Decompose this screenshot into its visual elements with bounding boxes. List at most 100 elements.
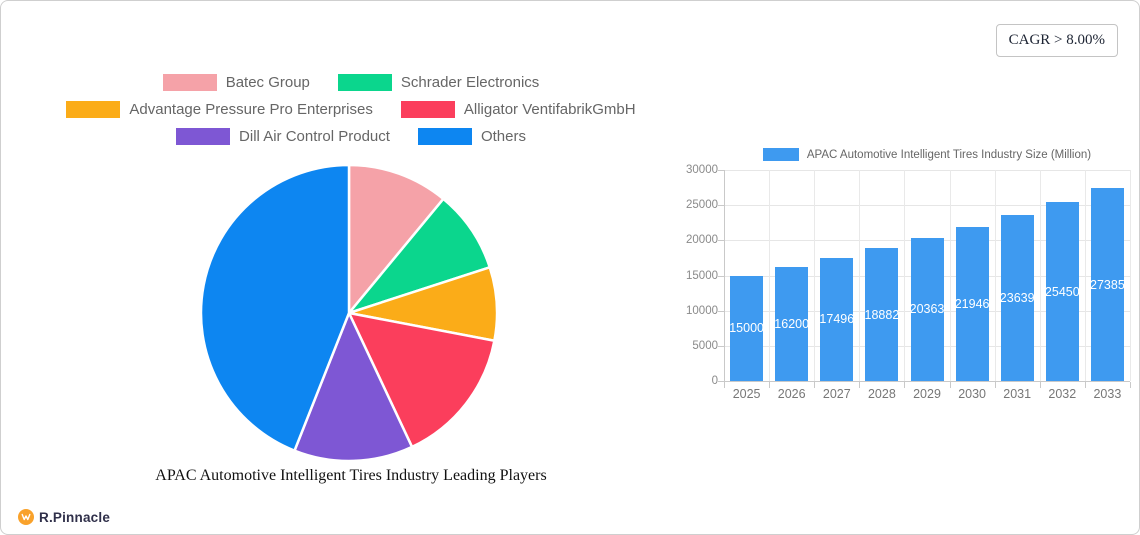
x-tick-label: 2031 bbox=[1003, 387, 1032, 401]
pie-slice-schrader-electronics[interactable] bbox=[347, 197, 492, 315]
y-tick-label: 20000 bbox=[686, 234, 718, 247]
pie-chart-title: APAC Automotive Intelligent Tires Indust… bbox=[155, 467, 547, 484]
cagr-badge: CAGR > 8.00% bbox=[995, 24, 1118, 57]
legend-swatch bbox=[66, 101, 121, 118]
bar-2031[interactable]: 23639 bbox=[999, 214, 1035, 381]
bar-2027[interactable]: 17496 bbox=[819, 257, 855, 381]
x-tick-label: 2030 bbox=[958, 387, 986, 401]
bar-2029[interactable]: 20363 bbox=[910, 237, 944, 381]
bar-2028[interactable]: 18882 bbox=[864, 248, 900, 381]
y-tick-mark bbox=[718, 345, 724, 347]
x-tick-mark bbox=[1130, 382, 1131, 388]
bar-value-label: 21946 bbox=[954, 296, 990, 311]
x-tick-mark bbox=[814, 382, 816, 388]
v-gridline bbox=[1039, 170, 1041, 381]
pie-legend-item-alligator-ventifabrikgmbh[interactable]: Alligator VentifabrikGmbH bbox=[400, 101, 636, 118]
x-tick-mark bbox=[994, 382, 996, 388]
y-tick-mark bbox=[718, 240, 724, 242]
y-tick-mark bbox=[718, 310, 724, 312]
pie-legend-item-schrader-electronics[interactable]: Schrader Electronics bbox=[337, 74, 540, 91]
v-gridline bbox=[814, 170, 816, 381]
pie-slice-alligator-ventifabrikgmbh[interactable] bbox=[347, 311, 496, 449]
legend-swatch bbox=[176, 128, 231, 145]
legend-label: Dill Air Control Product bbox=[239, 128, 390, 145]
x-tick-mark bbox=[904, 382, 906, 388]
y-tick-mark bbox=[718, 381, 724, 382]
x-tick-mark bbox=[769, 382, 771, 388]
y-axis-line bbox=[724, 170, 725, 382]
v-gridline bbox=[769, 170, 771, 381]
x-tick-mark bbox=[949, 382, 951, 388]
legend-label: Batec Group bbox=[225, 74, 310, 91]
x-tick-mark bbox=[1039, 382, 1041, 388]
x-tick-label: 2027 bbox=[822, 387, 851, 401]
y-tick-label: 30000 bbox=[686, 164, 718, 176]
bar-2030[interactable]: 21946 bbox=[954, 226, 990, 381]
bar-value-label: 18882 bbox=[864, 307, 900, 322]
pie-slice-batec-group[interactable] bbox=[347, 163, 445, 315]
y-tick-mark bbox=[718, 205, 724, 207]
v-gridline bbox=[859, 170, 861, 381]
bar-value-label: 16200 bbox=[774, 317, 810, 332]
bar-legend[interactable]: APAC Automotive Intelligent Tires Indust… bbox=[724, 148, 1130, 161]
x-axis-line bbox=[718, 381, 1130, 382]
v-gridline bbox=[904, 170, 906, 381]
y-tick-mark bbox=[718, 170, 724, 171]
pie-slice-dill-air-control-product[interactable] bbox=[293, 311, 414, 463]
bar-2033[interactable]: 27385 bbox=[1090, 188, 1125, 381]
y-tick-label: 25000 bbox=[686, 199, 718, 212]
v-gridline bbox=[1130, 170, 1131, 381]
v-gridline bbox=[949, 170, 951, 381]
pie-legend-item-others[interactable]: Others bbox=[417, 128, 526, 145]
x-tick-mark bbox=[724, 382, 725, 388]
brand-name: R.Pinnacle bbox=[39, 509, 111, 525]
legend-label: Others bbox=[480, 128, 526, 145]
x-tick-label: 2025 bbox=[732, 387, 761, 401]
x-tick-mark bbox=[1084, 382, 1086, 388]
x-tick-label: 2029 bbox=[913, 387, 941, 401]
bar-value-label: 25450 bbox=[1044, 284, 1080, 299]
bar-2025[interactable]: 15000 bbox=[729, 275, 764, 381]
bar-2026[interactable]: 16200 bbox=[774, 267, 810, 381]
v-gridline bbox=[994, 170, 996, 381]
pie-legend-item-batec-group[interactable]: Batec Group bbox=[162, 74, 310, 91]
y-tick-label: 0 bbox=[711, 375, 718, 387]
legend-swatch bbox=[417, 128, 472, 145]
pie-legend-item-dill-air-control-product[interactable]: Dill Air Control Product bbox=[176, 128, 390, 145]
x-tick-mark bbox=[859, 382, 861, 388]
bar-plot: 15000 16200 17496 18882 20363 21946 23639 25450… bbox=[724, 170, 1131, 382]
brand-circle-icon bbox=[18, 509, 34, 525]
bar-value-label: 17496 bbox=[819, 312, 855, 327]
legend-label: Alligator VentifabrikGmbH bbox=[463, 101, 636, 118]
y-tick-label: 5000 bbox=[692, 339, 718, 352]
brand-logo: R.Pinnacle bbox=[18, 509, 110, 525]
y-axis-labels: 0 5000 10000 15000 20000 25000 30000 bbox=[661, 164, 718, 387]
bar-value-label: 23639 bbox=[999, 290, 1035, 305]
legend-label: Schrader Electronics bbox=[400, 74, 540, 91]
pie-slice-others[interactable] bbox=[199, 163, 351, 452]
x-tick-label: 2026 bbox=[777, 387, 806, 401]
pie-legend: Batec Group Schrader Electronics Advantage… bbox=[29, 69, 673, 150]
h-gridline bbox=[724, 170, 1130, 171]
bar-2032[interactable]: 25450 bbox=[1044, 202, 1080, 381]
v-gridline bbox=[1084, 170, 1086, 381]
legend-swatch bbox=[162, 74, 217, 91]
legend-swatch bbox=[337, 74, 392, 91]
pie-legend-item-advantage-pressure-pro-enterprises[interactable]: Advantage Pressure Pro Enterprises bbox=[66, 101, 373, 118]
pie-graphic bbox=[199, 163, 499, 463]
bar-value-label: 15000 bbox=[729, 321, 764, 336]
x-tick-label: 2033 bbox=[1093, 387, 1122, 401]
y-tick-label: 15000 bbox=[686, 269, 718, 282]
bar-legend-swatch bbox=[762, 148, 799, 161]
x-tick-label: 2032 bbox=[1048, 387, 1077, 401]
y-tick-mark bbox=[718, 275, 724, 277]
x-axis-labels: 2025 2026 2027 2028 2029 2030 2031 2032 2033 bbox=[724, 387, 1130, 403]
legend-swatch bbox=[400, 101, 455, 118]
bar-value-label: 27385 bbox=[1090, 277, 1125, 292]
y-tick-label: 10000 bbox=[686, 304, 718, 317]
bar-legend-label: APAC Automotive Intelligent Tires Indust… bbox=[806, 148, 1092, 161]
h-gridline bbox=[724, 205, 1130, 207]
legend-label: Advantage Pressure Pro Enterprises bbox=[129, 101, 373, 118]
x-tick-label: 2028 bbox=[867, 387, 896, 401]
